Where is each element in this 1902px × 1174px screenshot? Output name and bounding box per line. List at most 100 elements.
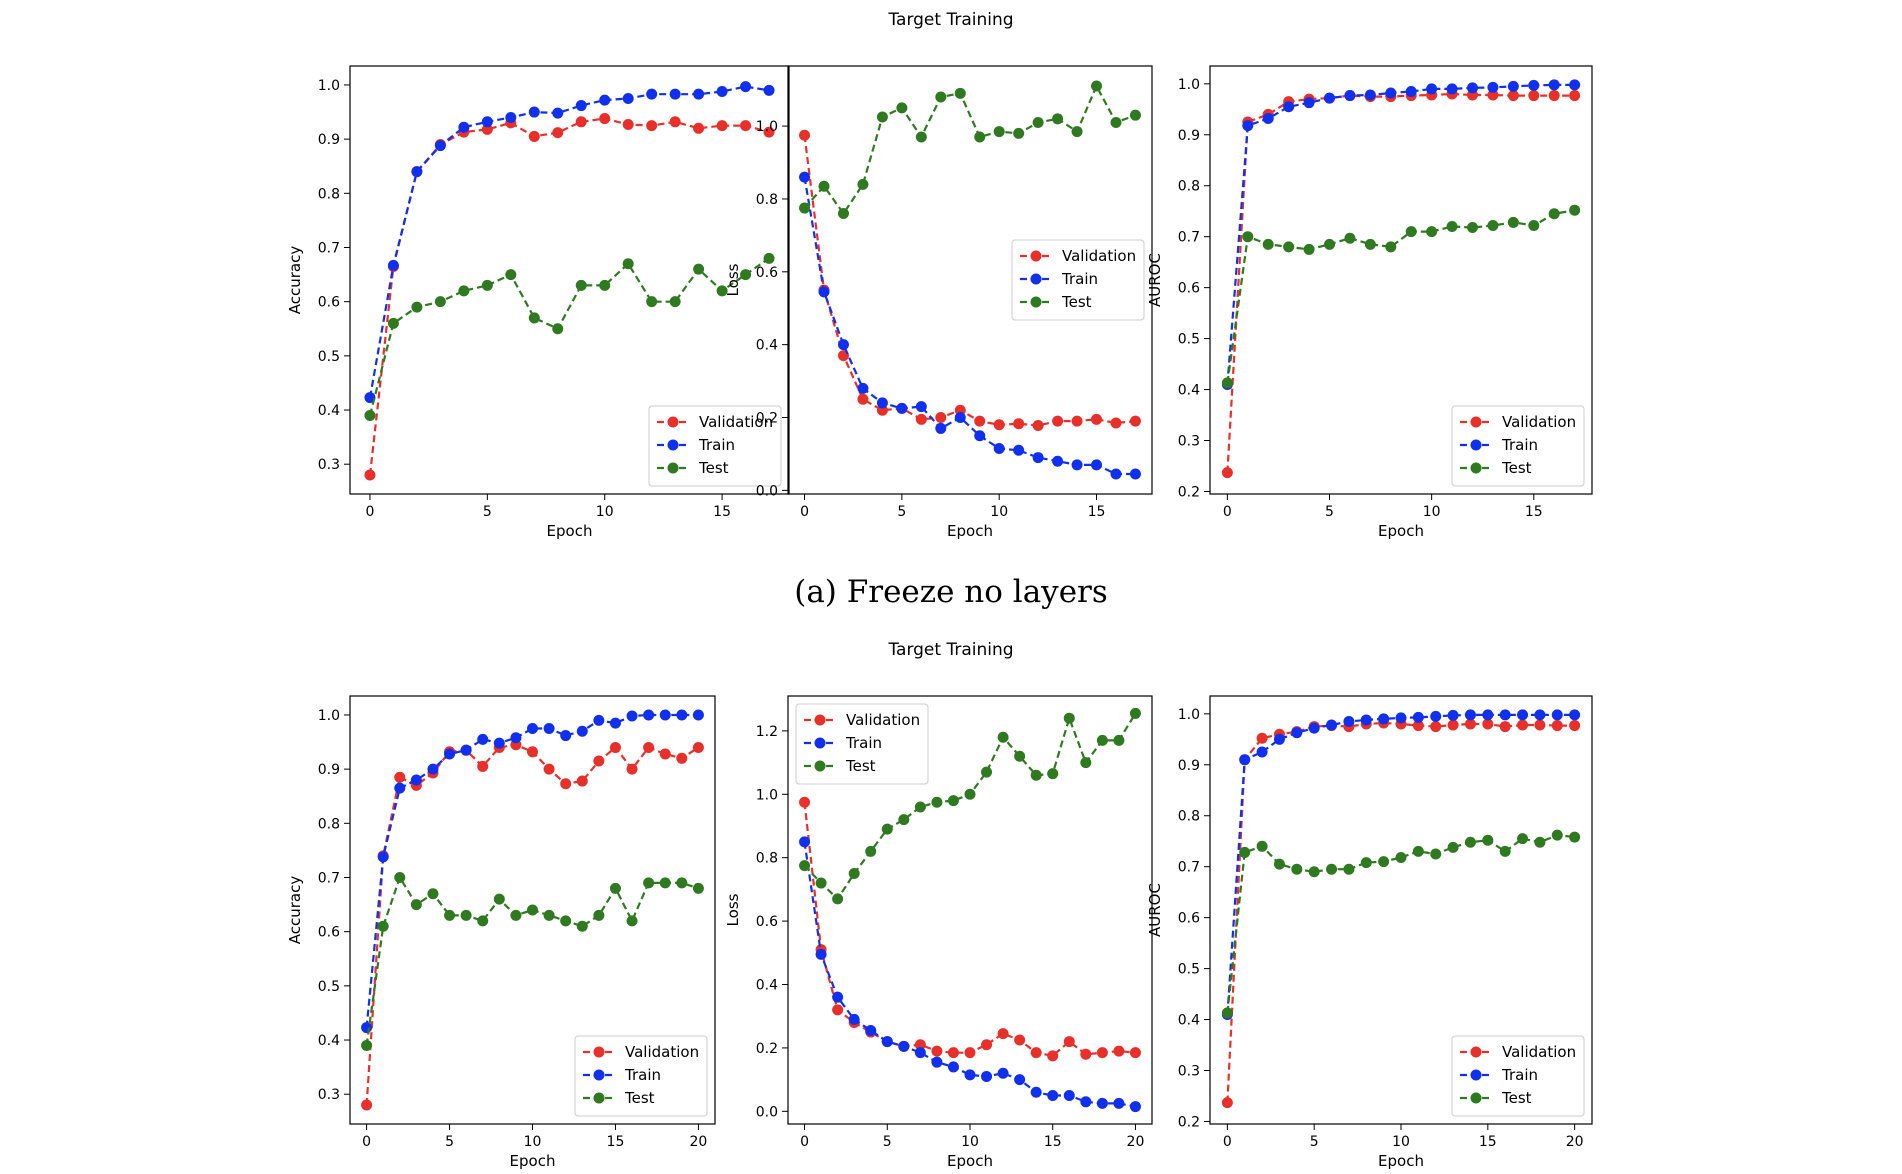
data-point-validation: [552, 127, 564, 139]
data-point-train: [1426, 83, 1438, 95]
data-point-train: [1430, 710, 1442, 722]
data-point-train: [646, 88, 658, 100]
series-line-test: [1226, 209, 1575, 384]
legend: Validation Train Test: [574, 1035, 708, 1117]
data-point-train: [1378, 713, 1390, 725]
data-point-train: [914, 1047, 926, 1059]
legend-label-validation: Validation: [625, 1043, 699, 1061]
y-tick-label: 0.4: [756, 978, 778, 994]
data-point-test: [458, 285, 470, 297]
data-point-train: [1412, 711, 1424, 723]
suptitle-bottom: Target Training: [887, 640, 1013, 660]
axes-frame: [787, 65, 1153, 495]
x-tick-label: 10: [524, 1134, 542, 1150]
data-point-test: [931, 796, 943, 808]
data-point-train: [528, 106, 540, 118]
data-point-test: [898, 814, 910, 826]
data-point-validation: [1507, 90, 1519, 102]
x-tick-label: 20: [689, 1134, 707, 1150]
data-point-train: [1308, 722, 1320, 734]
y-tick-label: 0.6: [756, 914, 778, 930]
data-point-test: [964, 788, 976, 800]
data-point-train: [993, 442, 1005, 454]
data-point-test: [1283, 241, 1295, 253]
data-point-train: [1499, 709, 1511, 721]
x-tick-label: 20: [1127, 1134, 1145, 1150]
y-tick-label: 1.2: [756, 724, 778, 740]
data-point-test: [1482, 834, 1494, 846]
x-axis-label: Epoch: [547, 522, 593, 540]
data-point-validation: [528, 130, 540, 142]
data-point-validation: [1113, 1045, 1125, 1057]
data-point-train: [1047, 1089, 1059, 1101]
legend-box: [1451, 405, 1585, 487]
y-tick-label: 1.0: [1178, 707, 1200, 723]
data-point-test: [693, 263, 705, 275]
data-point-validation: [1569, 90, 1581, 102]
data-point-test: [997, 731, 1009, 743]
data-point-train: [505, 111, 517, 123]
y-tick-label: 0.6: [318, 925, 340, 941]
x-tick-label: 15: [1525, 504, 1543, 520]
legend-label-validation: Validation: [1502, 1043, 1576, 1061]
data-point-validation: [1014, 1034, 1026, 1046]
data-point-train: [1517, 709, 1529, 721]
data-point-test: [659, 877, 671, 889]
data-point-validation: [543, 763, 555, 775]
data-point-train: [1091, 459, 1103, 471]
y-tick-label: 0.0: [756, 1104, 778, 1120]
data-point-train: [740, 81, 752, 93]
legend-label-validation: Validation: [1062, 247, 1136, 265]
data-point-train: [510, 732, 522, 744]
data-point-validation: [947, 1047, 959, 1059]
x-tick-label: 10: [990, 504, 1008, 520]
data-point-validation: [799, 796, 811, 808]
data-point-train: [593, 714, 605, 726]
data-point-train: [1324, 92, 1336, 104]
data-point-test: [460, 909, 472, 921]
y-tick-label: 0.3: [1178, 434, 1200, 450]
data-point-test: [364, 409, 376, 421]
y-tick-label: 0.5: [1178, 332, 1200, 348]
x-axis-label: Epoch: [947, 522, 993, 540]
x-tick-label: 5: [897, 504, 906, 520]
data-point-validation: [1129, 415, 1141, 427]
x-tick-label: 20: [1566, 1134, 1584, 1150]
chart-a-loss: 0 5 10 15 0.0 0.2 0.4 0.6 0.8 1.0 Epoch Loss Validat…: [724, 65, 1153, 540]
data-point-validation: [593, 755, 605, 767]
data-point-train: [1113, 1097, 1125, 1109]
data-point-train: [387, 259, 399, 271]
legend-marker-train: [667, 439, 679, 451]
data-point-train: [857, 382, 869, 394]
data-point-test: [1221, 377, 1233, 389]
legend-marker-test: [667, 462, 679, 474]
data-point-test: [1344, 232, 1356, 244]
data-point-validation: [1030, 1047, 1042, 1059]
data-point-train: [1030, 1086, 1042, 1098]
legend-marker-test: [1470, 462, 1482, 474]
data-point-train: [818, 286, 830, 298]
series-line-train: [365, 713, 699, 1028]
data-point-test: [1052, 113, 1064, 125]
data-point-train: [954, 412, 966, 424]
data-point-test: [1466, 222, 1478, 234]
data-point-test: [881, 823, 893, 835]
data-point-validation: [693, 122, 705, 134]
data-point-train: [898, 1040, 910, 1052]
data-point-test: [1430, 848, 1442, 860]
data-point-test: [552, 323, 564, 335]
chart-b-auroc: 0 5 10 15 20 0.2 0.3 0.4 0.5 0.6 0.7 0.8 0.9 1.0 Epoch…: [1146, 695, 1593, 1170]
data-point-test: [1343, 863, 1355, 875]
data-point-test: [1324, 238, 1336, 250]
data-point-test: [626, 915, 638, 927]
y-tick-label: 0.8: [1178, 179, 1200, 195]
data-point-test: [692, 882, 704, 894]
data-point-test: [974, 131, 986, 143]
data-point-validation: [997, 1028, 1009, 1040]
data-point-train: [394, 782, 406, 794]
legend-label-test: Test: [698, 459, 729, 477]
data-point-test: [1405, 226, 1417, 238]
data-point-test: [528, 312, 540, 324]
legend-box: [795, 703, 929, 785]
data-point-test: [1499, 845, 1511, 857]
